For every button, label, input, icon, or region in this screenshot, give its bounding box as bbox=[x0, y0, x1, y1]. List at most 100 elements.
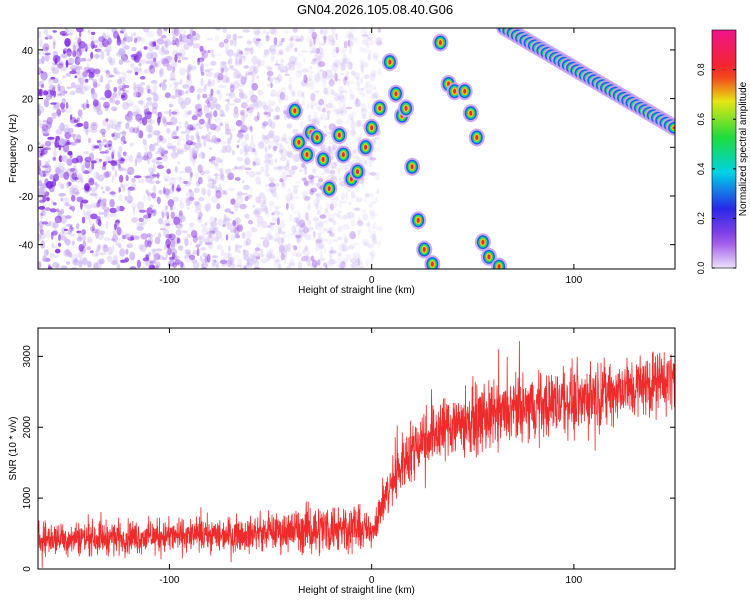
noise-speck bbox=[67, 228, 73, 235]
noise-speck bbox=[309, 226, 315, 231]
noise-speck bbox=[57, 93, 63, 96]
noise-speck bbox=[41, 56, 45, 64]
noise-speck bbox=[87, 236, 93, 244]
noise-speck bbox=[84, 211, 92, 220]
noise-speck bbox=[352, 211, 355, 220]
noise-speck bbox=[202, 252, 208, 258]
noise-speck bbox=[269, 44, 276, 52]
noise-speck bbox=[74, 75, 78, 78]
noise-speck bbox=[93, 171, 100, 179]
noise-speck bbox=[347, 39, 351, 47]
noise-speck bbox=[38, 150, 45, 158]
noise-speck bbox=[126, 195, 134, 204]
noise-speck bbox=[279, 143, 283, 147]
noise-speck bbox=[268, 182, 276, 188]
noise-speck bbox=[58, 234, 61, 241]
noise-speck bbox=[54, 248, 61, 254]
noise-speck bbox=[229, 257, 234, 266]
noise-speck bbox=[108, 145, 112, 151]
noise-speck bbox=[251, 55, 259, 65]
noise-speck bbox=[327, 85, 331, 90]
noise-speck bbox=[57, 80, 63, 85]
noise-speck bbox=[283, 255, 287, 263]
noise-speck bbox=[214, 171, 218, 180]
noise-speck bbox=[377, 240, 382, 246]
noise-speck bbox=[39, 144, 45, 152]
noise-speck bbox=[183, 31, 187, 36]
noise-speck bbox=[192, 157, 196, 167]
noise-speck bbox=[190, 135, 195, 141]
noise-speck bbox=[348, 202, 352, 206]
noise-speck bbox=[233, 227, 240, 236]
cluster-track-point-core bbox=[475, 135, 479, 141]
noise-speck bbox=[278, 248, 286, 255]
noise-speck bbox=[190, 66, 197, 72]
noise-speck bbox=[353, 154, 359, 160]
noise-speck bbox=[303, 226, 309, 234]
noise-speck bbox=[315, 101, 322, 111]
noise-speck bbox=[363, 160, 368, 165]
noise-speck bbox=[332, 249, 339, 255]
cluster-track-point-core bbox=[422, 247, 426, 253]
noise-speck bbox=[261, 123, 266, 129]
noise-speck bbox=[132, 32, 137, 37]
noise-speck bbox=[358, 88, 363, 95]
noise-speck bbox=[345, 254, 352, 257]
heatmap-xtick-label: 100 bbox=[566, 275, 583, 286]
noise-speck bbox=[178, 219, 182, 226]
noise-speck bbox=[176, 237, 181, 244]
noise-speck bbox=[223, 214, 227, 222]
noise-speck bbox=[181, 35, 189, 43]
noise-speck bbox=[38, 206, 45, 210]
noise-speck bbox=[198, 234, 205, 243]
noise-speck bbox=[153, 142, 159, 147]
noise-speck bbox=[98, 158, 102, 162]
noise-speck bbox=[367, 228, 372, 232]
noise-speck bbox=[273, 37, 278, 46]
noise-speck bbox=[314, 56, 322, 61]
noise-speck bbox=[157, 117, 161, 126]
noise-speck bbox=[337, 93, 345, 101]
noise-speck bbox=[260, 258, 268, 264]
snr-xtick-label: 0 bbox=[369, 575, 375, 586]
noise-speck bbox=[184, 40, 189, 44]
noise-speck bbox=[273, 44, 280, 47]
noise-speck bbox=[225, 128, 232, 132]
noise-speck bbox=[166, 168, 171, 175]
noise-speck bbox=[114, 169, 118, 178]
noise-speck bbox=[96, 108, 103, 116]
noise-speck bbox=[349, 61, 354, 66]
noise-speck bbox=[61, 147, 67, 153]
noise-speck bbox=[49, 180, 57, 187]
noise-speck bbox=[177, 147, 180, 155]
noise-speck bbox=[302, 249, 305, 254]
noise-speck bbox=[274, 232, 281, 239]
noise-speck bbox=[233, 204, 239, 213]
noise-speck bbox=[309, 50, 315, 54]
noise-speck bbox=[254, 207, 262, 215]
noise-speck bbox=[138, 89, 143, 97]
noise-speck bbox=[310, 255, 315, 262]
noise-speck bbox=[189, 153, 193, 163]
noise-speck bbox=[308, 28, 315, 35]
noise-speck bbox=[178, 29, 186, 36]
noise-speck bbox=[319, 113, 327, 120]
noise-speck bbox=[202, 87, 207, 92]
noise-speck bbox=[69, 167, 76, 172]
noise-speck bbox=[219, 149, 225, 153]
noise-speck bbox=[353, 185, 360, 193]
noise-speck bbox=[200, 48, 206, 56]
noise-speck bbox=[369, 84, 376, 91]
noise-speck bbox=[43, 90, 48, 96]
noise-speck bbox=[269, 224, 275, 231]
noise-speck bbox=[304, 180, 309, 187]
noise-speck bbox=[224, 43, 229, 49]
noise-speck bbox=[207, 182, 215, 189]
noise-speck bbox=[127, 166, 135, 176]
noise-speck bbox=[292, 184, 300, 189]
noise-speck bbox=[100, 128, 106, 136]
noise-speck bbox=[145, 124, 154, 133]
cluster-track-point-core bbox=[497, 264, 501, 269]
noise-speck bbox=[317, 205, 324, 211]
